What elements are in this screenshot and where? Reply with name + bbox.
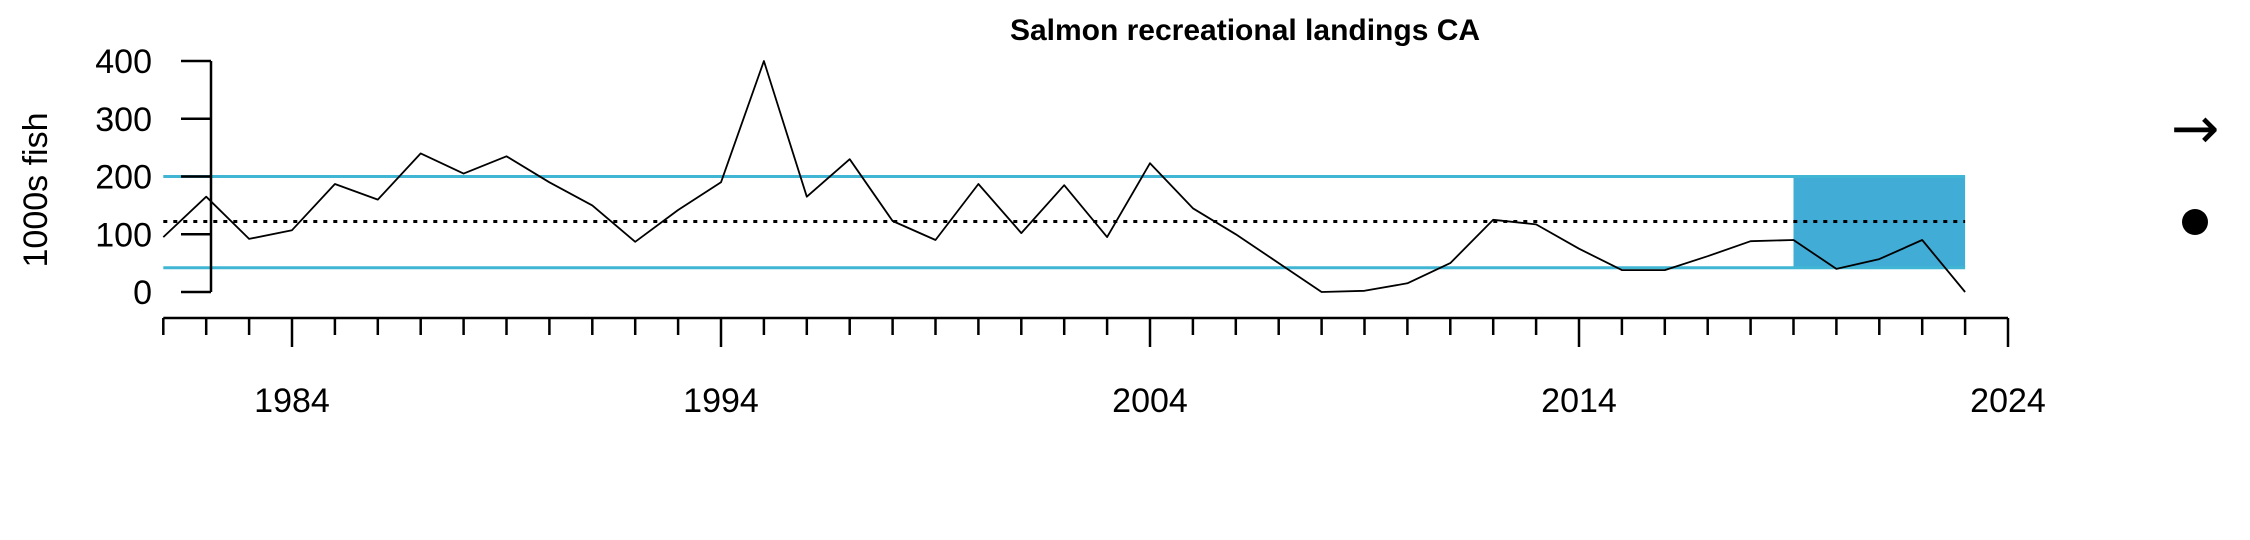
mean-status-dot-icon [2182, 209, 2208, 235]
y-tick-label: 100 [95, 216, 152, 254]
y-tick-label: 400 [95, 43, 152, 81]
data-series-line [162, 60, 1966, 293]
y-tick-label: 300 [95, 101, 152, 139]
x-tick-label: 2024 [1970, 382, 2046, 420]
x-tick-label: 1994 [683, 382, 759, 420]
trend-arrow-symbol: → [2171, 94, 2220, 162]
chart-title: Salmon recreational landings CA [1010, 14, 1480, 47]
y-tick-label: 200 [95, 159, 152, 197]
x-tick-label: 1984 [254, 382, 330, 420]
y-axis-title: 1000s fish [17, 113, 55, 268]
x-tick-label: 2004 [1112, 382, 1188, 420]
x-tick-label: 2014 [1541, 382, 1617, 420]
highlight-region [1793, 176, 1966, 268]
y-tick-label: 0 [133, 274, 152, 312]
